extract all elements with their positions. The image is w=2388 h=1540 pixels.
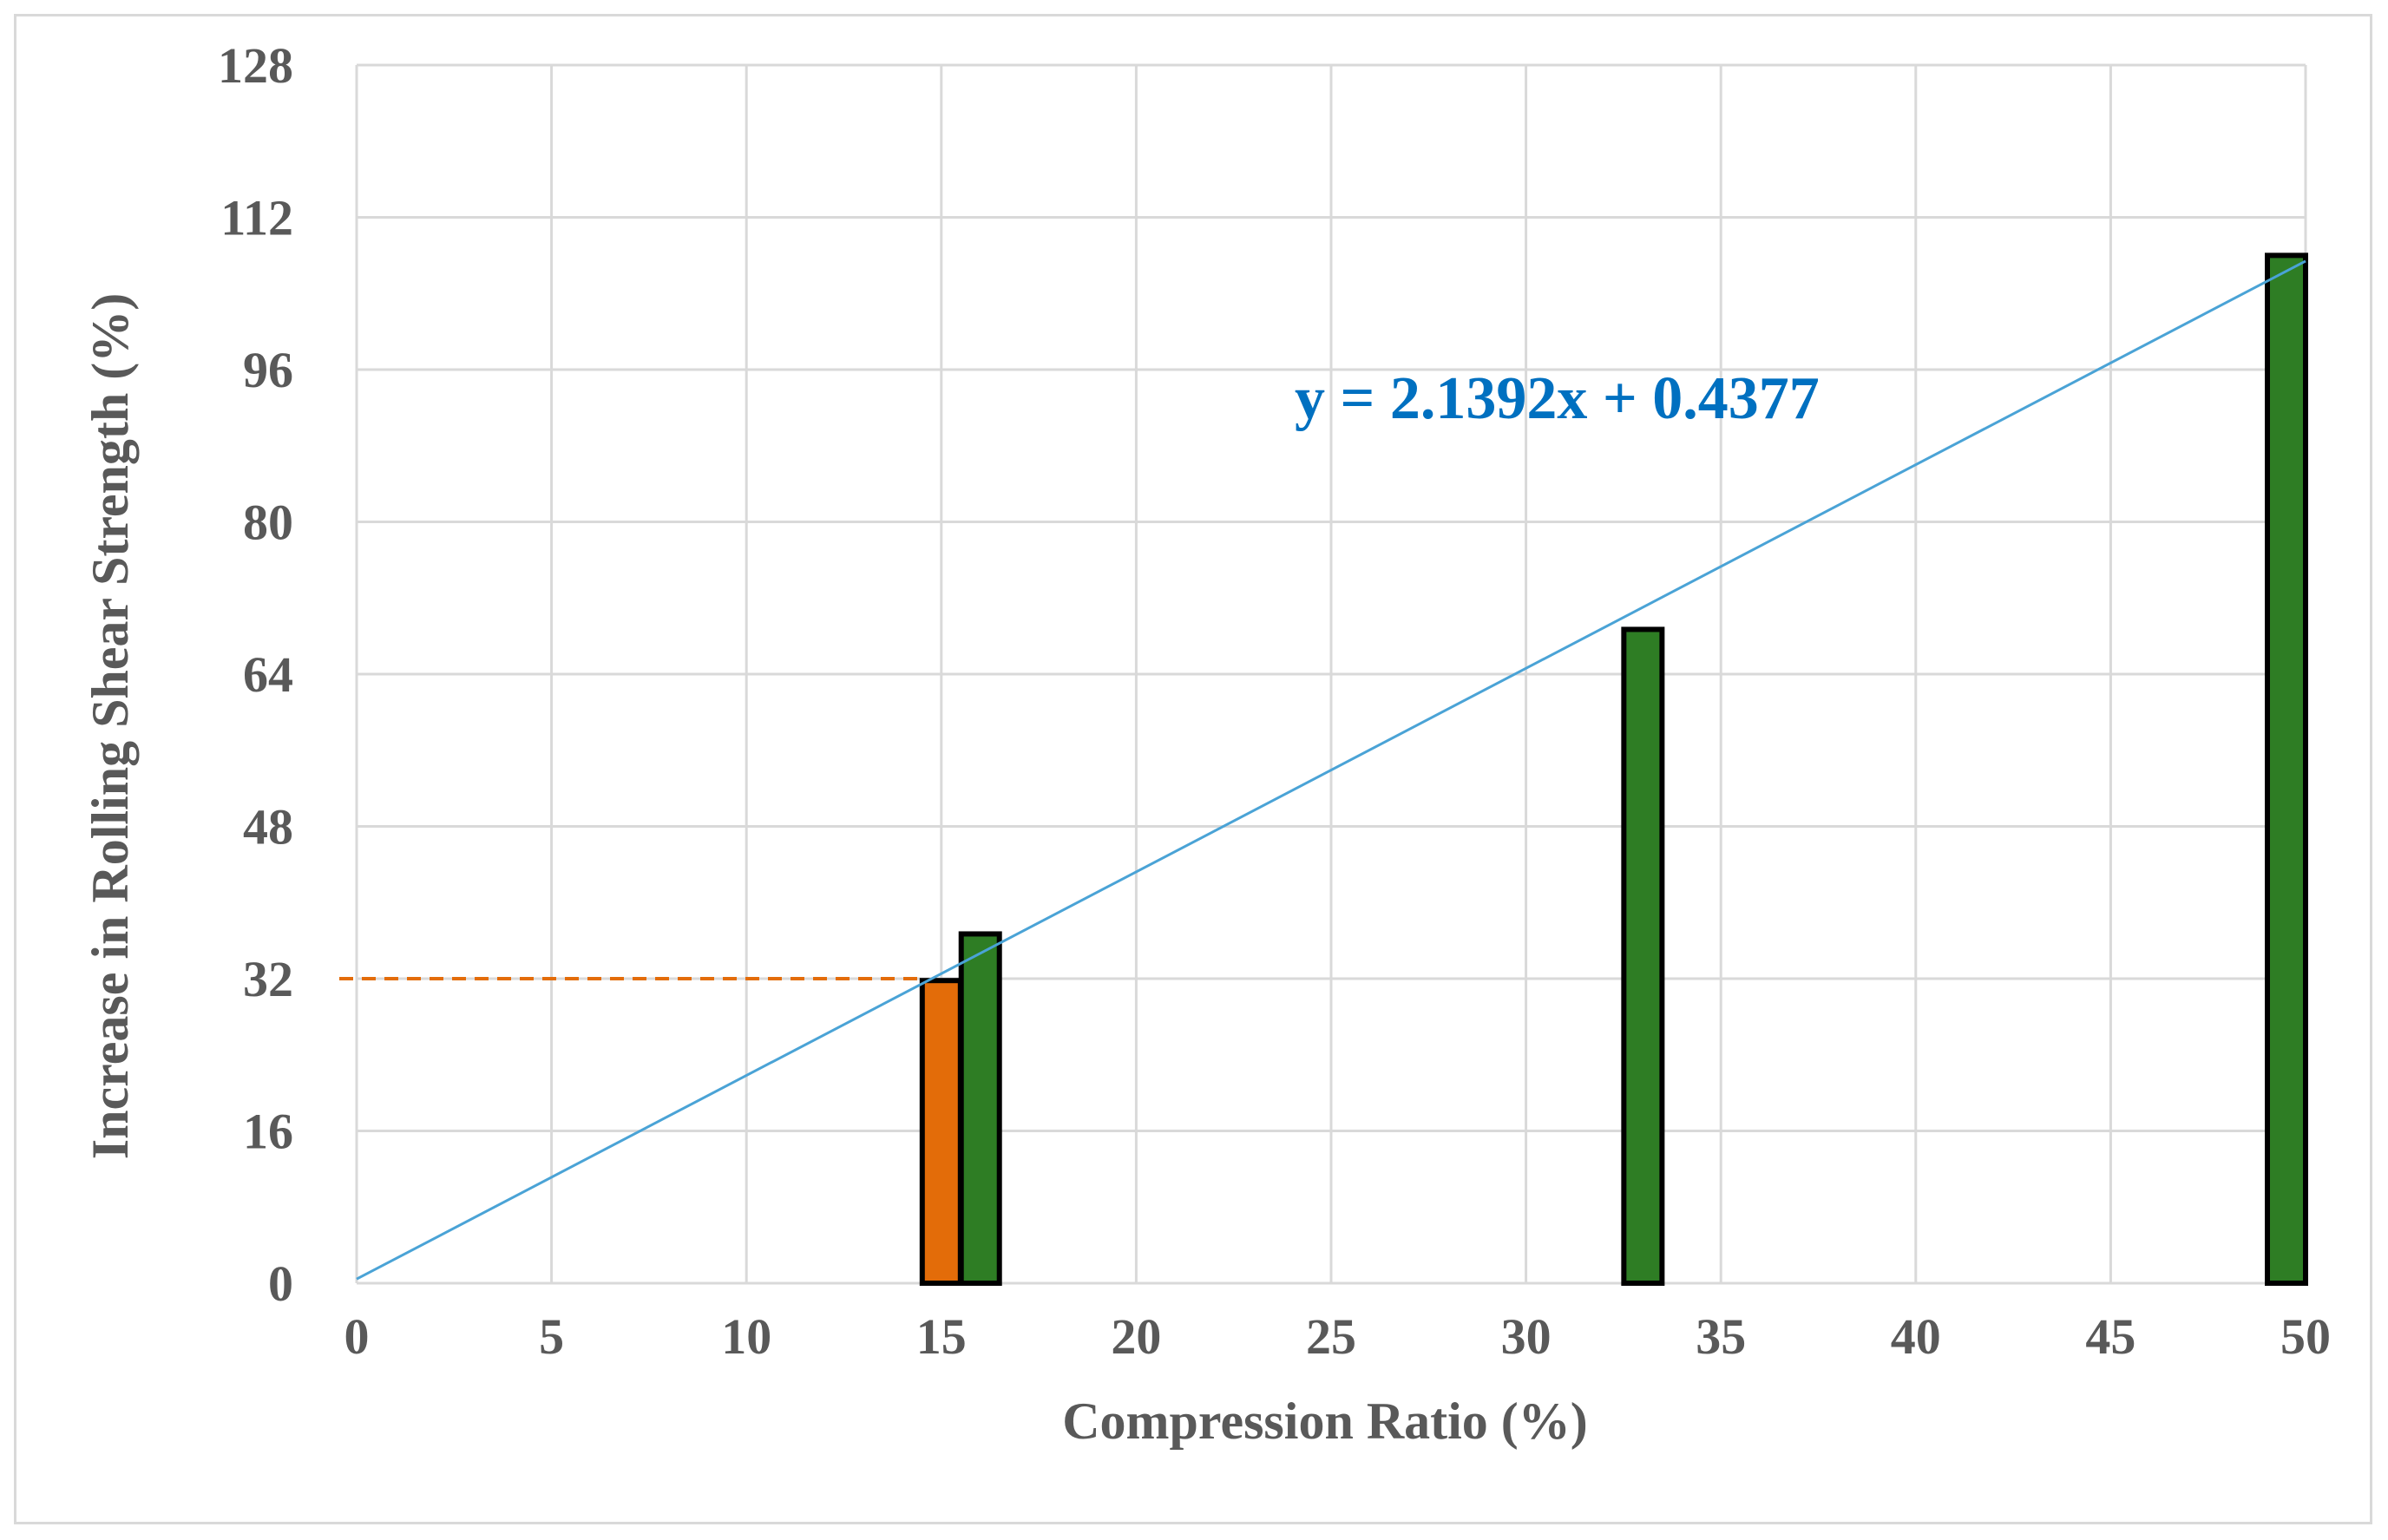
y-axis-title: Increase in Rolling Shear Strength (%) bbox=[82, 293, 139, 1159]
y-tick-label: 96 bbox=[243, 342, 293, 398]
bar bbox=[1621, 626, 1665, 1286]
y-tick-label: 48 bbox=[243, 799, 293, 855]
y-axis-ticks: 0 16 32 48 64 80 96 112 128 bbox=[218, 37, 293, 1312]
chart-frame bbox=[14, 14, 2372, 1524]
x-tick-label: 10 bbox=[721, 1308, 771, 1365]
bar bbox=[2265, 252, 2308, 1286]
x-tick-label: 15 bbox=[916, 1308, 967, 1365]
grid bbox=[355, 63, 2307, 1285]
x-tick-label: 25 bbox=[1306, 1308, 1356, 1365]
trendline-equation: y = 2.1392x + 0.4377 bbox=[1295, 365, 1820, 432]
x-tick-label: 0 bbox=[344, 1308, 370, 1365]
y-tick-label: 80 bbox=[243, 495, 293, 551]
x-tick-label: 45 bbox=[2085, 1308, 2135, 1365]
y-tick-label: 112 bbox=[220, 190, 293, 246]
lines bbox=[339, 259, 2306, 1281]
trendline bbox=[356, 259, 2306, 1281]
x-tick-label: 30 bbox=[1501, 1308, 1552, 1365]
y-tick-label: 64 bbox=[243, 646, 293, 703]
x-tick-label: 5 bbox=[539, 1308, 564, 1365]
bar bbox=[919, 978, 963, 1286]
x-tick-label: 40 bbox=[1891, 1308, 1941, 1365]
bars bbox=[919, 252, 2308, 1287]
y-tick-label: 16 bbox=[243, 1104, 293, 1160]
y-tick-label: 0 bbox=[268, 1255, 293, 1312]
x-tick-label: 35 bbox=[1696, 1308, 1746, 1365]
x-tick-label: 20 bbox=[1111, 1308, 1161, 1365]
x-tick-label: 50 bbox=[2280, 1308, 2331, 1365]
y-tick-label: 32 bbox=[243, 951, 293, 1007]
x-axis-title: Compression Ratio (%) bbox=[1062, 1393, 1588, 1450]
bar bbox=[958, 931, 1002, 1287]
x-axis-ticks: 0 5 10 15 20 25 30 35 40 45 50 bbox=[344, 1308, 2332, 1365]
y-tick-label: 128 bbox=[218, 37, 293, 94]
